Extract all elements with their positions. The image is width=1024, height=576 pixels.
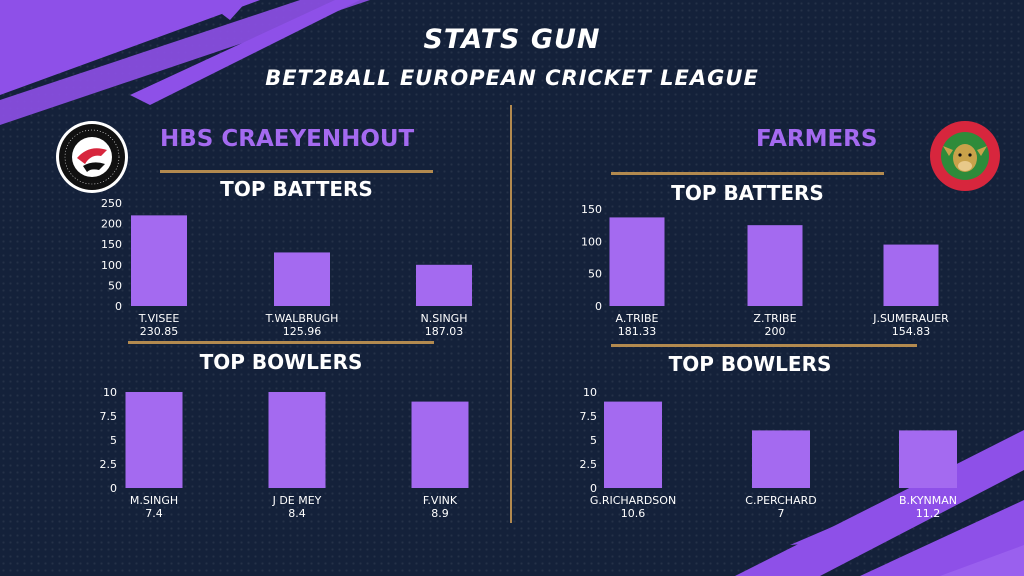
hbs-batters-ytick-2: 100 [101, 259, 122, 272]
farmers-bowlers-ytick-2: 5 [590, 434, 597, 447]
hbs-batters-bar-2 [416, 264, 472, 306]
hbs-batters-category-2: N.SINGH [421, 312, 468, 325]
farmers-batters-bar-2 [883, 244, 939, 306]
farmers-bowlers-category-1: C.PERCHARD [745, 494, 816, 507]
hbs-batters-ytick-4: 200 [101, 218, 122, 231]
stripe-bottom-right-3 [790, 515, 860, 545]
farmers-bowlers-ytick-1: 2.5 [580, 458, 598, 471]
stripe-top-left-1 [0, 0, 260, 95]
hbs-batters-bar-1 [274, 252, 330, 306]
hbs-craeyenhout-crest-icon [55, 120, 129, 194]
hbs-bowlers-category-1: J DE MEY [272, 494, 322, 507]
farmers-bowlers-bar-2 [899, 430, 957, 488]
page-subtitle: BET2BALL EUROPEAN CRICKET LEAGUE [265, 66, 759, 90]
farmers-bowlers-ytick-4: 10 [583, 386, 597, 399]
farmers-bowlers-category-2: B.KYNMAN [899, 494, 957, 507]
farmers-batters-data-label-0: 181.33 [618, 325, 657, 338]
hbs-bowlers-ytick-2: 5 [110, 434, 117, 447]
farmers-batters-ytick-1: 50 [588, 268, 602, 281]
farmers-batters-data-label-1: 200 [765, 325, 786, 338]
stripe-bottom-right-2 [860, 500, 1024, 576]
farmers-batters-bar-0 [609, 217, 665, 306]
hbs-bowlers-category-0: M.SINGH [130, 494, 178, 507]
hbs-bowlers-data-label-2: 8.9 [431, 507, 449, 520]
divider-right-middle [611, 344, 917, 347]
divider-right-top [611, 172, 884, 175]
hbs-bowlers-bar-2 [411, 401, 469, 488]
section-title-right-bowlers: TOP BOWLERS [668, 352, 832, 376]
farmers-batters-data-label-2: 154.83 [892, 325, 931, 338]
hbs-bowlers-bar-1 [268, 392, 326, 488]
farmers-batters-ytick-2: 100 [581, 235, 602, 248]
hbs-bowlers-data-label-0: 7.4 [145, 507, 163, 520]
hbs-batters-ytick-3: 150 [101, 238, 122, 251]
hbs-bowlers-ytick-4: 10 [103, 386, 117, 399]
farmers-batters-category-0: A.TRIBE [616, 312, 659, 325]
team-name-right: FARMERS [756, 126, 878, 152]
hbs-batters-ytick-0: 0 [115, 300, 122, 313]
farmers-batters-category-1: Z.TRIBE [753, 312, 796, 325]
hbs-bowlers-ytick-3: 7.5 [100, 410, 118, 423]
farmers-bowlers-ytick-3: 7.5 [580, 410, 598, 423]
hbs-batters-data-label-0: 230.85 [140, 325, 179, 338]
farmers-cc-jersey-crest-icon [929, 120, 1001, 192]
page-title: STATS GUN [423, 24, 601, 55]
divider-left-middle [128, 341, 434, 344]
divider-left-top [160, 170, 433, 173]
team-name-left: HBS CRAEYENHOUT [160, 126, 415, 152]
hbs-batters-data-label-1: 125.96 [283, 325, 322, 338]
farmers-bowlers-bar-1 [752, 430, 810, 488]
hbs-bowlers-category-2: F.VINK [423, 494, 458, 507]
hbs-bowlers-bar-0 [125, 392, 183, 488]
stripe-top-left-3 [130, 0, 360, 105]
hbs-batters-ytick-1: 50 [108, 279, 122, 292]
farmers-bowlers-data-label-0: 10.6 [621, 507, 646, 520]
section-title-right-batters: TOP BATTERS [671, 181, 824, 205]
hbs-batters-data-label-2: 187.03 [425, 325, 464, 338]
farmers-bowlers-data-label-1: 7 [778, 507, 785, 520]
stripe-bottom-right-4 [940, 545, 1024, 576]
center-divider [510, 105, 512, 523]
farmers-bowlers-ytick-0: 0 [590, 482, 597, 495]
hbs-batters-category-0: T.VISEE [138, 312, 180, 325]
farmers-bowlers-data-label-2: 11.2 [916, 507, 941, 520]
hbs-bowlers-ytick-0: 0 [110, 482, 117, 495]
farmers-batters-ytick-0: 0 [595, 300, 602, 313]
hbs-batters-category-1: T.WALBRUGH [265, 312, 339, 325]
hbs-bowlers-data-label-1: 8.4 [288, 507, 306, 520]
section-title-left-bowlers: TOP BOWLERS [199, 350, 363, 374]
farmers-bowlers-category-0: G.RICHARDSON [590, 494, 676, 507]
farmers-batters-ytick-3: 150 [581, 203, 602, 216]
farmers-batters-category-2: J.SUMERAUER [872, 312, 949, 325]
hbs-batters-ytick-5: 250 [101, 197, 122, 210]
section-title-left-batters: TOP BATTERS [220, 177, 373, 201]
stripe-top-left-4 [222, 0, 248, 20]
hbs-batters-bar-0 [131, 215, 187, 306]
farmers-batters-bar-1 [747, 225, 803, 306]
farmers-bowlers-bar-0 [604, 401, 662, 488]
hbs-bowlers-ytick-1: 2.5 [100, 458, 118, 471]
